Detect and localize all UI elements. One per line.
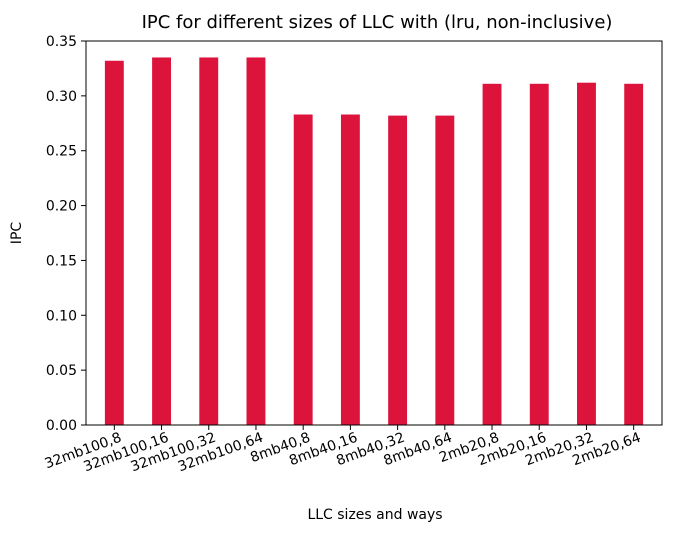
y-tick-label: 0.05 (46, 363, 77, 379)
y-tick-label: 0.20 (46, 199, 77, 215)
y-tick-label: 0.15 (46, 253, 77, 269)
bar-32mb100,16 (152, 57, 171, 426)
y-tick-label: 0.30 (46, 89, 77, 105)
bar-2mb20,16 (529, 83, 549, 425)
x-axis: 32mb100,832mb100,1632mb100,3232mb100,648… (43, 425, 643, 475)
bar-8mb40,32 (388, 115, 408, 426)
bar-8mb40,16 (340, 114, 360, 425)
bar-32mb100,64 (246, 57, 266, 426)
bars-group (104, 57, 644, 426)
y-axis-label: IPC (9, 222, 25, 245)
bar-8mb40,64 (435, 115, 455, 426)
y-tick-label: 0.00 (46, 418, 77, 434)
y-tick-label: 0.25 (46, 144, 77, 160)
bar-8mb40,8 (293, 114, 313, 425)
bar-32mb100,8 (104, 60, 124, 425)
y-tick-label: 0.35 (46, 34, 77, 50)
bar-2mb20,8 (482, 83, 502, 425)
bar-2mb20,64 (624, 83, 644, 425)
chart-title: IPC for different sizes of LLC with (lru… (142, 12, 613, 33)
x-axis-label: LLC sizes and ways (307, 507, 442, 523)
y-tick-label: 0.10 (46, 308, 77, 324)
bar-32mb100,32 (199, 57, 219, 426)
plot-frame (85, 40, 663, 426)
y-axis: 0.00 0.05 0.10 0.15 0.20 0.25 0.30 0.35 (46, 34, 86, 434)
bar-2mb20,32 (577, 82, 596, 425)
